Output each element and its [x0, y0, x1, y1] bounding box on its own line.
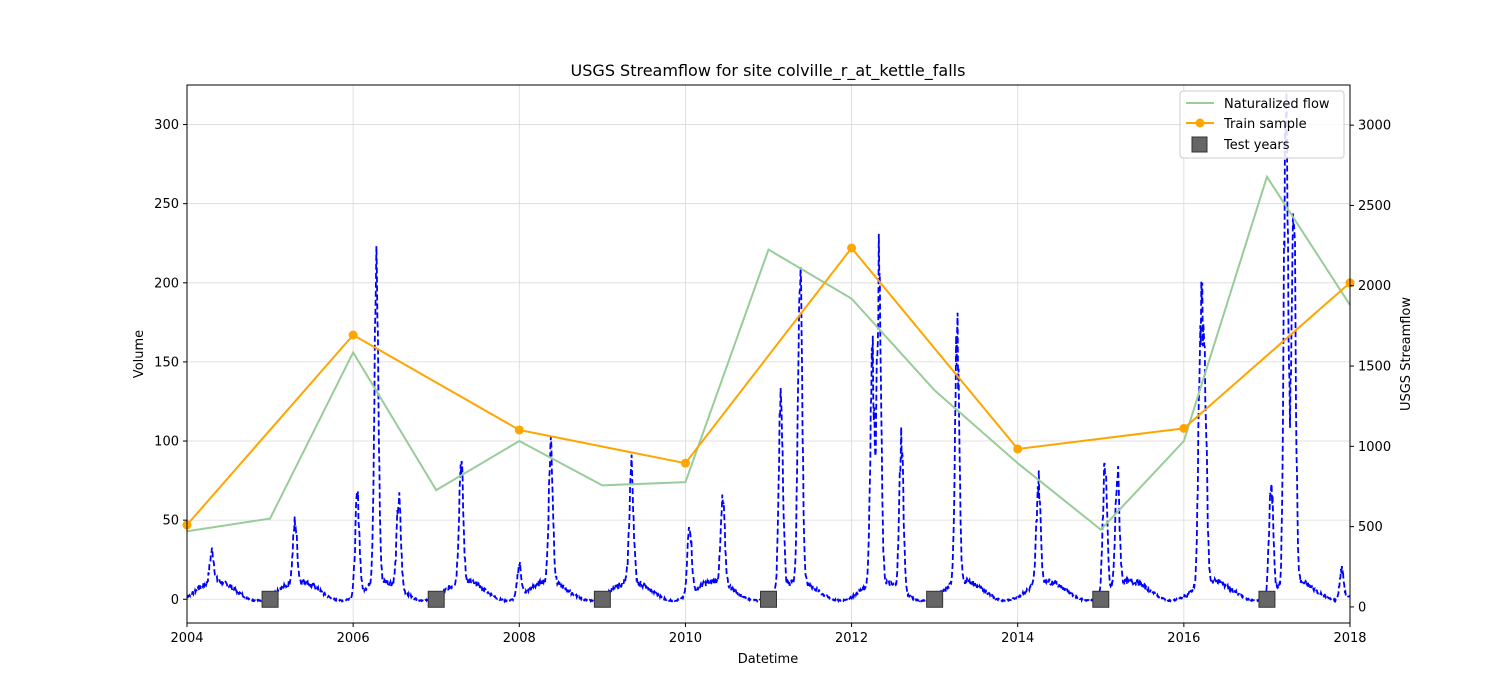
- y-left-tick-label-200: 200: [154, 276, 179, 291]
- y-left-tick-label-0: 0: [171, 593, 179, 608]
- legend-test-swatch: [1191, 136, 1208, 153]
- x-tick-label-2018: 2018: [1333, 631, 1366, 646]
- x-axis-title: Datetime: [738, 652, 798, 667]
- train-sample-point-2008: [514, 425, 524, 435]
- x-tick-label-2010: 2010: [669, 631, 702, 646]
- plot-area-frame: [186, 84, 1351, 624]
- y-left-tick-label-50: 50: [162, 514, 179, 529]
- train-sample-point-2010: [680, 458, 690, 468]
- x-tick-label-2016: 2016: [1167, 631, 1200, 646]
- y-left-tick-label-300: 300: [154, 118, 179, 133]
- series-layer: [182, 92, 1355, 608]
- axis-layer: 2004 2006 2008 2010 2012 2014 2016 2018 0 50 100 15…: [154, 118, 1391, 646]
- y-left-tick-label-150: 150: [154, 355, 179, 370]
- y-right-tick-label-500: 500: [1358, 520, 1383, 535]
- legend-box: [1179, 90, 1345, 159]
- legend-test-label: Test years: [1223, 138, 1290, 153]
- train-sample-point-2012: [847, 243, 857, 253]
- legend: Naturalized flow Train sample Test years: [1179, 90, 1345, 159]
- train-sample-point-2006: [348, 330, 358, 340]
- y-left-tick-label-250: 250: [154, 197, 179, 212]
- y-left-tick-label-100: 100: [154, 435, 179, 450]
- legend-naturalized-label: Naturalized flow: [1224, 97, 1330, 112]
- chart-title: USGS Streamflow for site colville_r_at_k…: [571, 61, 966, 81]
- y-axis-left-title: Volume: [132, 330, 147, 378]
- x-tick-label-2004: 2004: [170, 631, 203, 646]
- test-year-marker-2005: [261, 590, 279, 608]
- test-year-marker-2007: [427, 590, 445, 608]
- y-right-tick-label-3000: 3000: [1358, 119, 1391, 134]
- test-year-marker-2015: [1092, 590, 1110, 608]
- naturalized-flow-line: [186, 174, 1351, 533]
- y-right-tick-label-0: 0: [1358, 600, 1366, 615]
- x-tick-label-2014: 2014: [1001, 631, 1034, 646]
- test-year-marker-2013: [926, 590, 944, 608]
- train-sample-point-2014: [1013, 444, 1023, 454]
- x-tick-label-2012: 2012: [835, 631, 868, 646]
- legend-train-marker: [1195, 118, 1205, 128]
- y-axis-right-title: USGS Streamflow: [1399, 297, 1414, 411]
- y-right-tick-label-2000: 2000: [1358, 279, 1391, 294]
- legend-train-label: Train sample: [1223, 117, 1307, 132]
- y-right-tick-label-1000: 1000: [1358, 440, 1391, 455]
- x-tick-label-2006: 2006: [337, 631, 370, 646]
- y-right-tick-label-1500: 1500: [1358, 360, 1391, 375]
- train-sample-line: [186, 246, 1351, 526]
- x-tick-label-2008: 2008: [503, 631, 536, 646]
- test-year-marker-2009: [593, 590, 611, 608]
- test-year-marker-2011: [760, 590, 777, 608]
- test-year-marker-2017: [1258, 590, 1276, 608]
- y-right-tick-label-2500: 2500: [1358, 199, 1391, 214]
- train-sample-point-2016: [1179, 423, 1189, 433]
